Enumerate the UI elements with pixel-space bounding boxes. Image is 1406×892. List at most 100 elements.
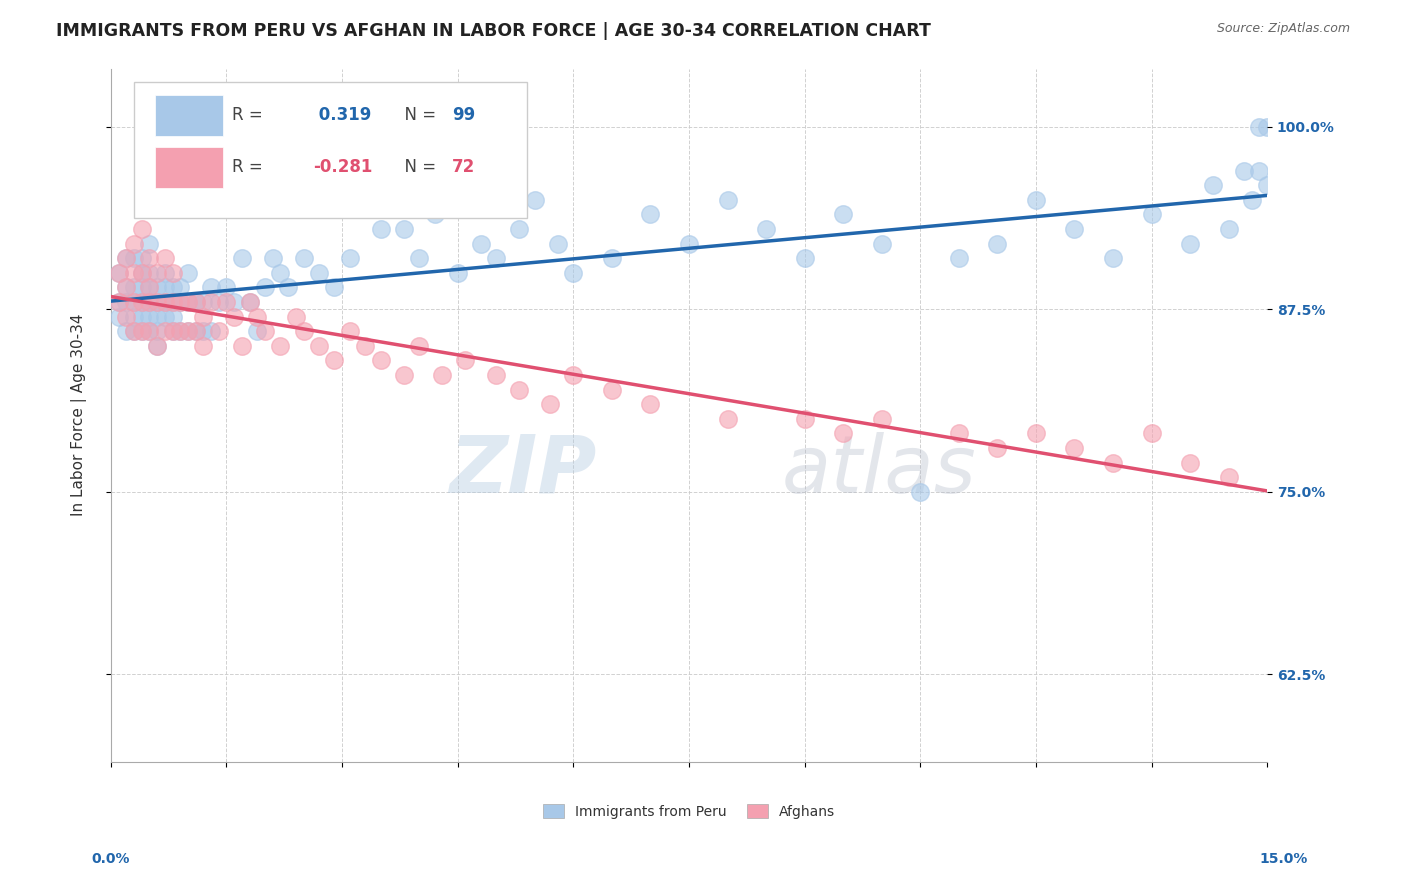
Point xyxy=(339,252,361,266)
Point xyxy=(246,324,269,338)
Point xyxy=(370,353,392,368)
Point xyxy=(153,266,176,280)
Point xyxy=(284,310,307,324)
Point xyxy=(1102,456,1125,470)
Point xyxy=(1249,163,1271,178)
Point xyxy=(1102,252,1125,266)
Point xyxy=(138,324,160,338)
Point xyxy=(138,324,160,338)
Point xyxy=(1140,426,1163,441)
Point xyxy=(162,310,184,324)
Point xyxy=(1025,193,1047,207)
Point xyxy=(138,310,160,324)
Point xyxy=(1233,163,1256,178)
Point xyxy=(162,295,184,310)
Point xyxy=(131,266,153,280)
Point xyxy=(193,295,215,310)
Point xyxy=(122,295,145,310)
Point xyxy=(153,310,176,324)
Point xyxy=(246,310,269,324)
Point xyxy=(208,295,231,310)
Point xyxy=(538,397,561,411)
Point xyxy=(1063,222,1085,236)
Point xyxy=(1025,426,1047,441)
Text: ZIP: ZIP xyxy=(449,432,596,509)
Text: 15.0%: 15.0% xyxy=(1260,852,1308,866)
Point xyxy=(308,266,330,280)
Point xyxy=(193,339,215,353)
Point xyxy=(146,295,169,310)
Point xyxy=(354,339,377,353)
Text: R =: R = xyxy=(232,106,269,124)
Point xyxy=(870,236,893,251)
Text: N =: N = xyxy=(394,106,441,124)
Point xyxy=(184,324,207,338)
Point xyxy=(292,252,315,266)
Point xyxy=(115,310,138,324)
Point xyxy=(131,295,153,310)
Point xyxy=(131,310,153,324)
Point xyxy=(177,324,200,338)
Point xyxy=(215,295,238,310)
Point xyxy=(122,252,145,266)
Point xyxy=(716,411,738,425)
Point xyxy=(354,193,377,207)
Point xyxy=(122,324,145,338)
Point xyxy=(1202,178,1225,193)
Point xyxy=(146,324,169,338)
Point xyxy=(138,280,160,294)
Point xyxy=(292,324,315,338)
Point xyxy=(138,236,160,251)
Point xyxy=(169,324,191,338)
Point xyxy=(370,222,392,236)
Point xyxy=(107,266,129,280)
Point xyxy=(162,295,184,310)
Point xyxy=(485,368,508,382)
Point xyxy=(600,383,623,397)
Text: R =: R = xyxy=(232,158,269,176)
Point xyxy=(910,484,932,499)
Point xyxy=(508,222,530,236)
Legend: Immigrants from Peru, Afghans: Immigrants from Peru, Afghans xyxy=(537,798,841,824)
Text: 0.0%: 0.0% xyxy=(91,852,129,866)
Point xyxy=(131,252,153,266)
Point xyxy=(162,280,184,294)
Point xyxy=(253,280,276,294)
Point xyxy=(1218,470,1240,484)
Point xyxy=(678,236,700,251)
Point xyxy=(177,295,200,310)
Point xyxy=(153,280,176,294)
Point xyxy=(600,252,623,266)
Point xyxy=(640,207,662,221)
Point xyxy=(793,411,815,425)
Point xyxy=(948,252,970,266)
Y-axis label: In Labor Force | Age 30-34: In Labor Force | Age 30-34 xyxy=(72,314,87,516)
Point xyxy=(485,252,508,266)
Point xyxy=(1256,178,1278,193)
Point xyxy=(392,222,415,236)
Point xyxy=(1140,207,1163,221)
Point xyxy=(193,310,215,324)
Text: 99: 99 xyxy=(451,106,475,124)
Point xyxy=(870,411,893,425)
Text: IMMIGRANTS FROM PERU VS AFGHAN IN LABOR FORCE | AGE 30-34 CORRELATION CHART: IMMIGRANTS FROM PERU VS AFGHAN IN LABOR … xyxy=(56,22,931,40)
Point xyxy=(177,266,200,280)
Point xyxy=(122,280,145,294)
Point xyxy=(392,368,415,382)
Point xyxy=(547,236,569,251)
Point xyxy=(562,368,585,382)
Point xyxy=(169,295,191,310)
Point xyxy=(107,295,129,310)
Point xyxy=(323,280,346,294)
Point xyxy=(508,383,530,397)
Point xyxy=(146,310,169,324)
Point xyxy=(470,236,492,251)
Text: -0.281: -0.281 xyxy=(314,158,373,176)
Point xyxy=(138,252,160,266)
Point xyxy=(432,368,454,382)
Point xyxy=(224,295,246,310)
Point xyxy=(122,324,145,338)
Point xyxy=(138,295,160,310)
Point xyxy=(107,266,129,280)
Point xyxy=(1178,236,1201,251)
